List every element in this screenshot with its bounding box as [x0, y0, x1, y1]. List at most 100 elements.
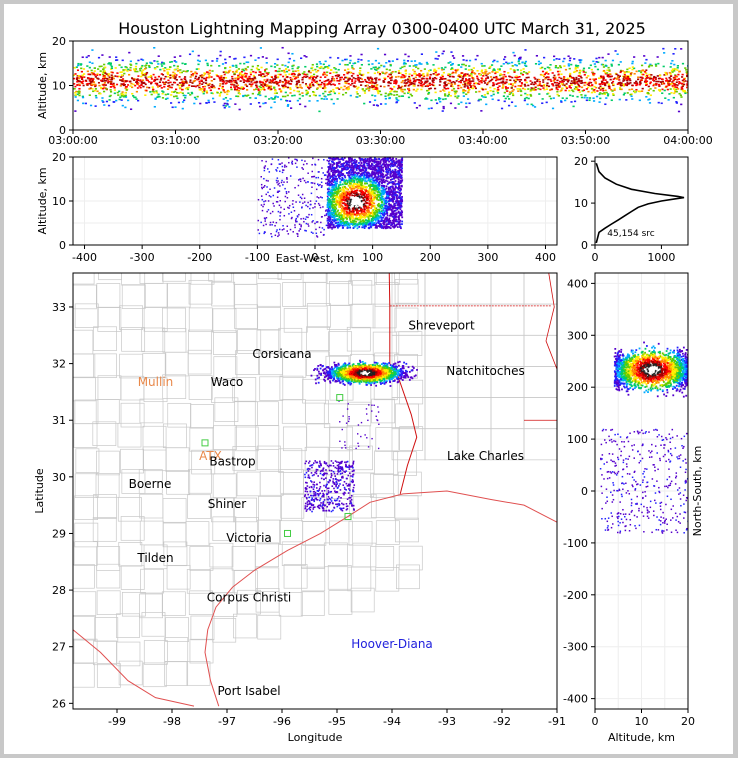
- source-mark: [283, 166, 286, 168]
- source-mark: [284, 64, 287, 67]
- source-mark: [366, 222, 369, 225]
- source-mark: [464, 78, 467, 80]
- source-mark: [94, 84, 97, 87]
- source-mark: [665, 73, 668, 76]
- source-mark: [666, 81, 670, 84]
- source-mark: [317, 83, 320, 86]
- source-mark: [426, 80, 429, 82]
- source-mark: [235, 69, 239, 72]
- source-mark: [486, 82, 490, 84]
- source-mark: [383, 210, 386, 213]
- source-mark: [369, 225, 372, 228]
- source-mark: [268, 171, 271, 173]
- source-mark: [331, 219, 334, 221]
- source-mark: [318, 79, 322, 82]
- source-mark: [269, 221, 272, 224]
- source-mark: [336, 192, 339, 195]
- source-mark: [637, 90, 640, 93]
- source-mark: [264, 80, 267, 83]
- source-mark: [384, 97, 387, 100]
- source-mark: [625, 84, 629, 87]
- source-mark: [291, 67, 294, 70]
- source-mark: [551, 107, 555, 110]
- source-mark: [310, 213, 313, 216]
- source-mark: [650, 74, 653, 76]
- source-mark: [340, 169, 343, 172]
- source-mark: [366, 202, 369, 205]
- source-mark: [238, 93, 241, 95]
- source-mark: [635, 88, 638, 91]
- source-mark: [370, 168, 372, 170]
- source-mark: [401, 88, 404, 91]
- source-mark: [357, 193, 360, 196]
- source-mark: [389, 87, 392, 90]
- source-mark: [484, 71, 487, 73]
- source-mark: [574, 66, 577, 69]
- source-mark: [258, 93, 261, 95]
- source-mark: [174, 90, 177, 93]
- source-mark: [513, 69, 516, 72]
- source-mark: [360, 78, 363, 80]
- source-mark: [558, 85, 562, 87]
- source-mark: [656, 75, 659, 77]
- source-mark: [662, 65, 665, 68]
- source-mark: [392, 165, 394, 168]
- source-mark: [235, 66, 238, 68]
- source-mark: [403, 88, 406, 91]
- source-mark: [298, 86, 301, 89]
- source-mark: [631, 68, 634, 71]
- source-mark: [460, 86, 463, 89]
- source-mark: [278, 70, 281, 73]
- source-mark: [224, 66, 227, 69]
- source-mark: [478, 73, 482, 76]
- source-mark: [113, 89, 117, 91]
- source-mark: [265, 179, 268, 182]
- source-mark: [389, 64, 392, 67]
- source-mark: [465, 59, 468, 62]
- source-mark: [282, 75, 285, 78]
- source-mark: [509, 83, 512, 85]
- source-mark: [676, 69, 679, 71]
- source-mark: [400, 160, 403, 163]
- source-mark: [348, 172, 351, 175]
- source-mark: [76, 69, 79, 72]
- source-mark: [675, 90, 678, 93]
- source-mark: [611, 82, 614, 84]
- source-mark: [375, 179, 378, 182]
- source-mark: [325, 213, 328, 215]
- source-mark: [403, 59, 406, 62]
- source-mark: [391, 60, 394, 62]
- source-mark: [198, 60, 201, 63]
- source-mark: [510, 92, 513, 94]
- source-mark: [397, 178, 400, 181]
- source-mark: [584, 94, 587, 97]
- source-mark: [589, 78, 592, 81]
- source-mark: [373, 72, 376, 75]
- source-mark: [585, 81, 588, 84]
- source-mark: [483, 82, 487, 84]
- source-mark: [325, 98, 328, 100]
- source-mark: [321, 227, 324, 229]
- source-mark: [127, 68, 130, 71]
- source-mark: [292, 70, 295, 73]
- source-mark: [397, 84, 400, 87]
- source-mark: [350, 160, 352, 163]
- source-mark: [329, 199, 332, 202]
- source-mark: [470, 68, 473, 71]
- source-mark: [286, 105, 289, 107]
- source-mark: [283, 214, 286, 217]
- source-mark: [248, 75, 251, 78]
- source-mark: [247, 94, 250, 97]
- source-mark: [381, 174, 384, 177]
- source-mark: [647, 92, 650, 95]
- source-mark: [267, 180, 269, 182]
- source-mark: [339, 190, 342, 192]
- source-mark: [352, 221, 355, 224]
- source-mark: [649, 82, 652, 85]
- lma-figure: Houston Lightning Mapping Array 0300-040…: [33, 19, 713, 744]
- source-mark: [145, 73, 148, 76]
- source-mark: [164, 75, 167, 78]
- source-mark: [375, 85, 378, 87]
- source-mark: [383, 77, 386, 79]
- source-mark: [76, 80, 79, 83]
